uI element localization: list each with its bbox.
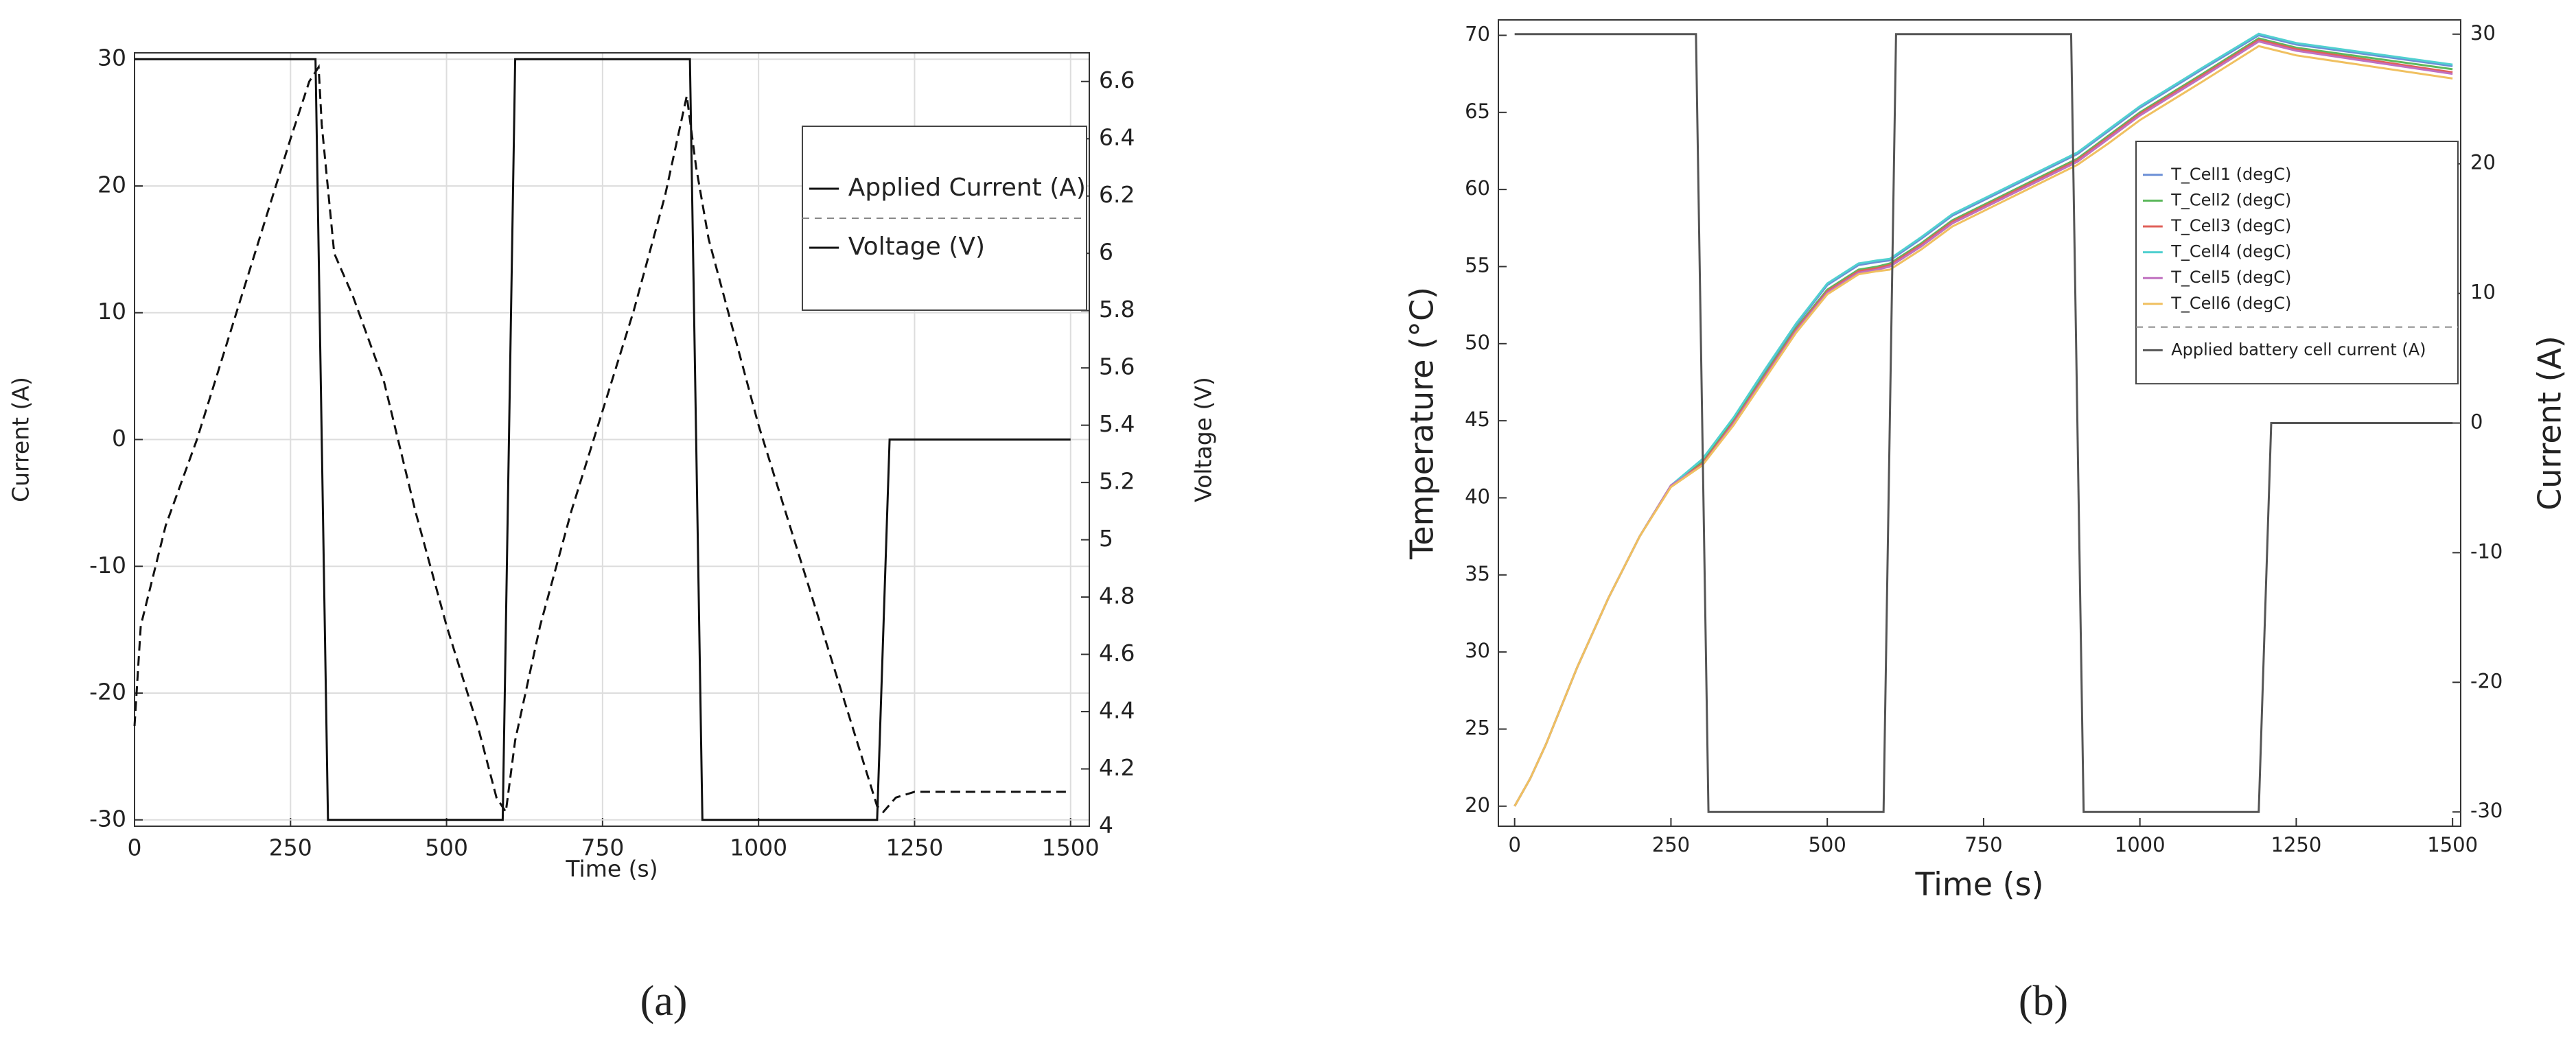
y-tick-label: 50	[1465, 331, 1490, 354]
y-tick-label: 65	[1465, 100, 1490, 123]
y2-tick-label: 4.2	[1099, 754, 1135, 781]
y2-tick-label: 4.6	[1099, 640, 1135, 666]
legend-label: T_Cell1 (degC)	[2170, 165, 2291, 184]
x-tick-label: 500	[425, 834, 468, 861]
y2-axis-label: Current (A)	[2531, 336, 2568, 511]
y-tick-label: 40	[1465, 484, 1490, 508]
y-tick-label: 20	[1465, 793, 1490, 817]
x-tick-label: 750	[581, 834, 624, 861]
x-tick-label: 1000	[2115, 833, 2166, 856]
series-line	[1514, 33, 2453, 813]
legend-label: Voltage (V)	[848, 233, 985, 261]
caption: (a)	[640, 978, 688, 1025]
caption: (b)	[2019, 978, 2068, 1025]
legend-label: T_Cell3 (degC)	[2170, 216, 2291, 235]
x-axis-label: Time (s)	[1914, 866, 2043, 903]
y2-tick-label: 5	[1099, 525, 1113, 552]
y2-tick-label: -10	[2470, 539, 2503, 563]
y2-tick-label: 4	[1099, 812, 1113, 839]
plot-frame	[1498, 19, 2461, 827]
legend-label: Applied battery cell current (A)	[2171, 340, 2426, 359]
legend-label: T_Cell4 (degC)	[2170, 242, 2291, 261]
y-tick-label: -10	[89, 552, 126, 578]
x-tick-label: 1250	[2271, 833, 2322, 856]
x-tick-label: 500	[1808, 833, 1846, 856]
y-tick-label: 10	[97, 298, 126, 325]
x-tick-label: 1250	[885, 834, 943, 861]
series-line	[1513, 45, 2453, 807]
y2-tick-label: 30	[2470, 21, 2496, 45]
x-tick-label: 1500	[1042, 834, 1100, 861]
y-tick-label: 0	[112, 425, 126, 452]
x-tick-label: 750	[1964, 833, 2002, 856]
y-tick-label: 25	[1465, 716, 1490, 739]
legend-label: Applied Current (A)	[848, 174, 1086, 202]
y2-tick-label: 5.2	[1099, 468, 1135, 495]
plot-frame	[134, 52, 1090, 827]
y-tick-label: 30	[97, 45, 126, 71]
legend-label: T_Cell6 (degC)	[2170, 294, 2291, 313]
y2-tick-label: 6.6	[1099, 67, 1135, 93]
y2-tick-label: -30	[2470, 799, 2503, 822]
y-tick-label: 60	[1465, 176, 1490, 200]
x-tick-label: 0	[1508, 833, 1520, 856]
y2-tick-label: 4.8	[1099, 583, 1135, 609]
y2-tick-label: 4.4	[1099, 697, 1135, 724]
legend-box	[2135, 141, 2459, 385]
y2-tick-label: -20	[2470, 669, 2503, 692]
y2-tick-label: 0	[2470, 410, 2483, 434]
y-tick-label: 20	[97, 171, 126, 198]
x-axis-label: Time (s)	[565, 856, 658, 882]
series-line	[135, 58, 1071, 821]
series-line	[133, 64, 1071, 815]
y2-tick-label: 5.6	[1099, 353, 1135, 380]
y2-tick-label: 6	[1099, 239, 1113, 266]
y-tick-label: 30	[1465, 639, 1490, 662]
legend-label: T_Cell2 (degC)	[2170, 190, 2291, 209]
x-tick-label: 250	[1652, 833, 1690, 856]
x-tick-label: 250	[269, 834, 312, 861]
x-tick-label: 1500	[2427, 833, 2478, 856]
x-tick-label: 0	[128, 834, 142, 861]
y-axis-label: Temperature (°C)	[1404, 287, 1441, 560]
legend-label: T_Cell5 (degC)	[2170, 268, 2291, 287]
y-tick-label: 35	[1465, 562, 1490, 585]
y2-tick-label: 10	[2470, 281, 2496, 304]
y-tick-label: -20	[89, 679, 126, 705]
y-tick-label: 45	[1465, 408, 1490, 431]
y-axis-label: Current (A)	[8, 377, 34, 502]
y2-tick-label: 6.2	[1099, 181, 1135, 208]
x-tick-label: 1000	[730, 834, 787, 861]
y-tick-label: 70	[1465, 22, 1490, 45]
y2-axis-label: Voltage (V)	[1190, 377, 1217, 502]
y-tick-label: 55	[1465, 253, 1490, 277]
y2-tick-label: 5.4	[1099, 410, 1135, 437]
y2-tick-label: 5.8	[1099, 296, 1135, 323]
y-tick-label: -30	[89, 805, 126, 832]
y2-tick-label: 6.4	[1099, 124, 1135, 151]
y2-tick-label: 20	[2470, 151, 2496, 174]
